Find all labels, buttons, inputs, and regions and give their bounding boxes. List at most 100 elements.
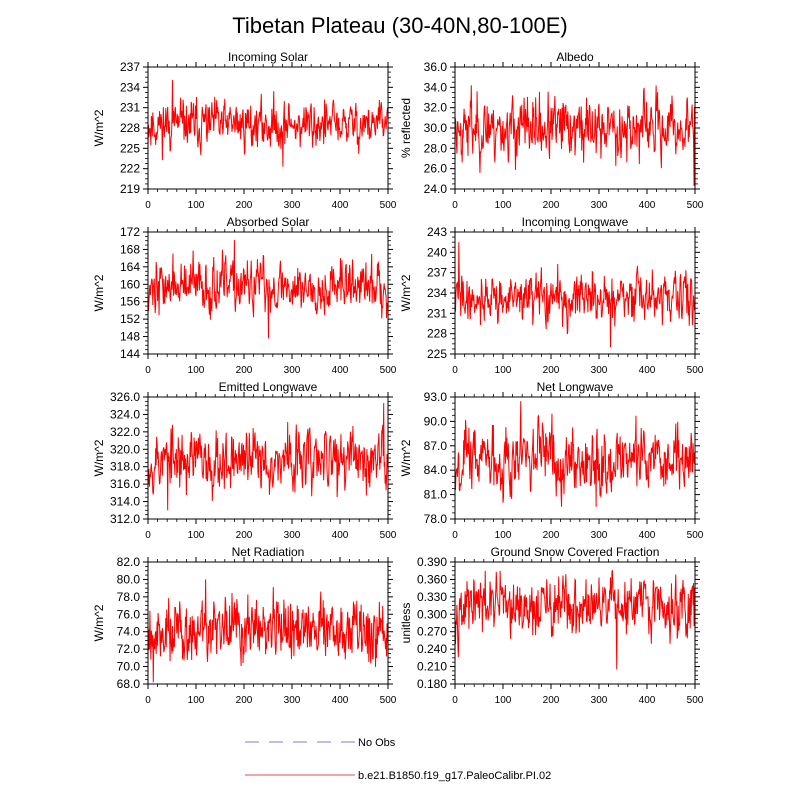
incoming-longwave-ytick-label: 240 — [427, 245, 447, 259]
net-longwave-ytick-label: 87.0 — [424, 439, 448, 453]
incoming-longwave-xtick-label: 200 — [543, 365, 560, 376]
ground-snow-covered-fraction-ytick-label: 0.270 — [417, 625, 447, 639]
net-radiation-ytick-label: 72.0 — [117, 642, 141, 656]
incoming-solar-ytick-label: 219 — [120, 182, 140, 196]
emitted-longwave-ytick-label: 324.0 — [110, 407, 140, 421]
net-radiation-ytick-label: 74.0 — [117, 625, 141, 639]
incoming-solar-ytick-label: 234 — [120, 80, 140, 94]
albedo-xtick-label: 500 — [687, 200, 704, 211]
net-radiation-series-line — [147, 579, 389, 683]
net-longwave-ytick-label: 84.0 — [424, 463, 448, 477]
panels: Incoming Solar W/m^2 219 222 225 228 231 234 237… — [92, 50, 704, 706]
albedo-ytick-label: 30.0 — [424, 121, 448, 135]
incoming-longwave-series-line — [454, 242, 696, 348]
incoming-solar-xtick-label: 200 — [236, 200, 253, 211]
ground-snow-covered-fraction-xtick-label: 0 — [452, 695, 458, 706]
emitted-longwave-ylabel: W/m^2 — [92, 439, 106, 476]
net-radiation-xtick-label: 300 — [284, 695, 301, 706]
emitted-longwave-ytick-label: 322.0 — [110, 425, 140, 439]
ground-snow-covered-fraction-ylabel: unitless — [399, 603, 413, 644]
net-longwave-xtick-label: 300 — [591, 530, 608, 541]
absorbed-solar-panel: Absorbed Solar W/m^2 144 148 152 156 160 164 168… — [92, 215, 397, 376]
albedo-xtick-label: 100 — [495, 200, 512, 211]
albedo-ytick-label: 28.0 — [424, 141, 448, 155]
incoming-solar-title: Incoming Solar — [228, 50, 308, 64]
absorbed-solar-xtick-label: 0 — [145, 365, 151, 376]
net-radiation-xtick-label: 200 — [236, 695, 253, 706]
albedo-ytick-label: 36.0 — [424, 60, 448, 74]
albedo-ytick-label: 26.0 — [424, 162, 448, 176]
net-radiation-xtick-label: 100 — [188, 695, 205, 706]
net-radiation-ytick-label: 78.0 — [117, 590, 141, 604]
net-longwave-series-line — [454, 401, 696, 507]
incoming-longwave-xtick-label: 0 — [452, 365, 458, 376]
emitted-longwave-ytick-label: 312.0 — [110, 512, 140, 526]
incoming-longwave-xtick-label: 500 — [687, 365, 704, 376]
emitted-longwave-ytick-label: 316.0 — [110, 477, 140, 491]
net-longwave-xtick-label: 200 — [543, 530, 560, 541]
absorbed-solar-ytick-label: 148 — [120, 330, 140, 344]
incoming-solar-ytick-label: 231 — [120, 101, 140, 115]
ground-snow-covered-fraction-ytick-label: 0.210 — [417, 660, 447, 674]
incoming-longwave-xtick-label: 100 — [495, 365, 512, 376]
net-radiation-ytick-label: 70.0 — [117, 660, 141, 674]
incoming-solar-panel: Incoming Solar W/m^2 219 222 225 228 231 234 237… — [92, 50, 397, 211]
albedo-ylabel: % reflected — [399, 98, 413, 158]
net-radiation-xtick-label: 0 — [145, 695, 151, 706]
albedo-xtick-label: 400 — [639, 200, 656, 211]
absorbed-solar-ytick-label: 164 — [120, 260, 140, 274]
emitted-longwave-xtick-label: 200 — [236, 530, 253, 541]
incoming-longwave-ytick-label: 237 — [427, 266, 447, 280]
legend-label-model-run: b.e21.B1850.f19_g17.PaleoCalibr.PI.02 — [358, 770, 551, 782]
emitted-longwave-xtick-label: 100 — [188, 530, 205, 541]
emitted-longwave-series-line — [147, 403, 389, 511]
incoming-longwave-ytick-label: 234 — [427, 286, 447, 300]
incoming-solar-ylabel: W/m^2 — [92, 109, 106, 146]
incoming-longwave-ytick-label: 225 — [427, 347, 447, 361]
absorbed-solar-ytick-label: 144 — [120, 347, 140, 361]
net-radiation-ytick-label: 82.0 — [117, 555, 141, 569]
incoming-solar-xtick-label: 400 — [332, 200, 349, 211]
incoming-solar-xtick-label: 0 — [145, 200, 151, 211]
emitted-longwave-ytick-label: 314.0 — [110, 495, 140, 509]
incoming-solar-ytick-label: 222 — [120, 162, 140, 176]
emitted-longwave-xtick-label: 300 — [284, 530, 301, 541]
net-radiation-ytick-label: 68.0 — [117, 677, 141, 691]
ground-snow-covered-fraction-ytick-label: 0.300 — [417, 607, 447, 621]
net-longwave-title: Net Longwave — [537, 380, 614, 394]
absorbed-solar-ytick-label: 152 — [120, 312, 140, 326]
albedo-xtick-label: 300 — [591, 200, 608, 211]
emitted-longwave-panel: Emitted Longwave W/m^2 312.0 314.0 316.0 318.… — [92, 380, 397, 541]
emitted-longwave-xtick-label: 500 — [380, 530, 397, 541]
absorbed-solar-ytick-label: 156 — [120, 295, 140, 309]
albedo-xtick-label: 0 — [452, 200, 458, 211]
emitted-longwave-xtick-label: 400 — [332, 530, 349, 541]
ground-snow-covered-fraction-ytick-label: 0.360 — [417, 572, 447, 586]
net-radiation-ytick-label: 76.0 — [117, 607, 141, 621]
net-radiation-xtick-label: 500 — [380, 695, 397, 706]
absorbed-solar-ytick-label: 172 — [120, 225, 140, 239]
net-radiation-xtick-label: 400 — [332, 695, 349, 706]
net-radiation-title: Net Radiation — [232, 545, 305, 559]
absorbed-solar-ytick-label: 160 — [120, 277, 140, 291]
emitted-longwave-ytick-label: 326.0 — [110, 390, 140, 404]
net-longwave-xtick-label: 100 — [495, 530, 512, 541]
legend-label-no-obs: No Obs — [358, 737, 396, 749]
emitted-longwave-ytick-label: 320.0 — [110, 442, 140, 456]
figure-title: Tibetan Plateau (30-40N,80-100E) — [232, 13, 568, 38]
absorbed-solar-ytick-label: 168 — [120, 242, 140, 256]
incoming-solar-ytick-label: 225 — [120, 141, 140, 155]
incoming-solar-xtick-label: 100 — [188, 200, 205, 211]
net-radiation-ytick-label: 80.0 — [117, 572, 141, 586]
net-longwave-ytick-label: 78.0 — [424, 512, 448, 526]
net-longwave-ytick-label: 81.0 — [424, 488, 448, 502]
ground-snow-covered-fraction-xtick-label: 500 — [687, 695, 704, 706]
net-longwave-ytick-label: 93.0 — [424, 390, 448, 404]
ground-snow-covered-fraction-ytick-label: 0.390 — [417, 555, 447, 569]
emitted-longwave-ytick-label: 318.0 — [110, 460, 140, 474]
albedo-ytick-label: 24.0 — [424, 182, 448, 196]
incoming-solar-ytick-label: 228 — [120, 121, 140, 135]
net-radiation-panel: Net Radiation W/m^2 68.0 70.0 72.0 74.0 76.0 78… — [92, 545, 397, 706]
absorbed-solar-xtick-label: 400 — [332, 365, 349, 376]
